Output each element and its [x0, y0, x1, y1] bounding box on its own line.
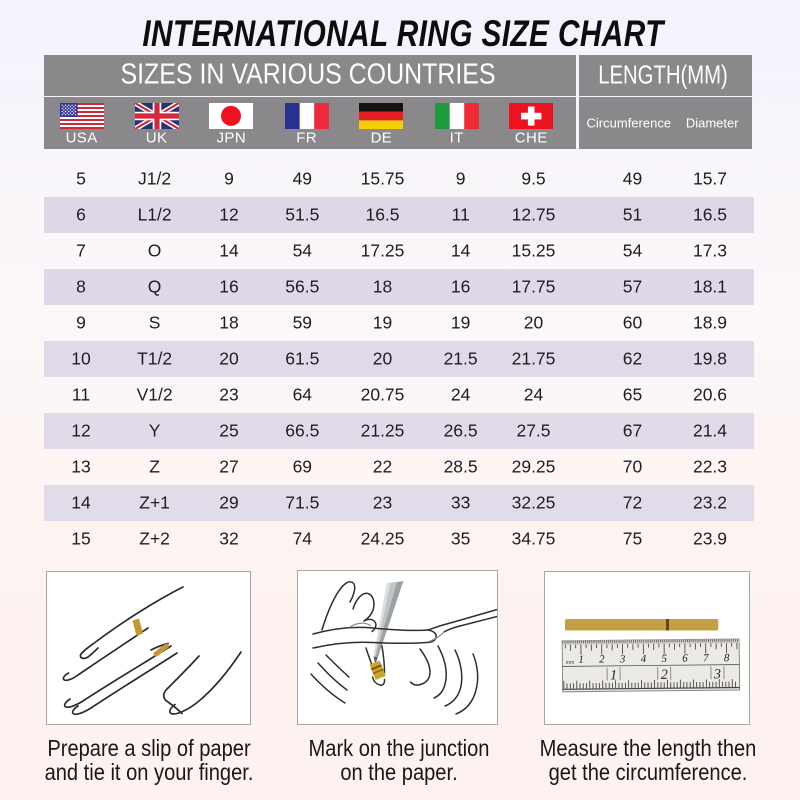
svg-text:6: 6 — [683, 652, 689, 664]
svg-text:2: 2 — [599, 653, 605, 665]
svg-text:2: 2 — [661, 667, 668, 682]
svg-text:1: 1 — [579, 653, 585, 665]
svg-text:8: 8 — [724, 652, 730, 664]
svg-text:1: 1 — [610, 668, 617, 683]
svg-text:7: 7 — [703, 652, 709, 664]
svg-text:mm: mm — [566, 659, 574, 665]
svg-text:3: 3 — [619, 653, 626, 665]
svg-text:3: 3 — [713, 667, 721, 682]
svg-text:4: 4 — [641, 653, 647, 665]
svg-text:5: 5 — [662, 652, 668, 664]
